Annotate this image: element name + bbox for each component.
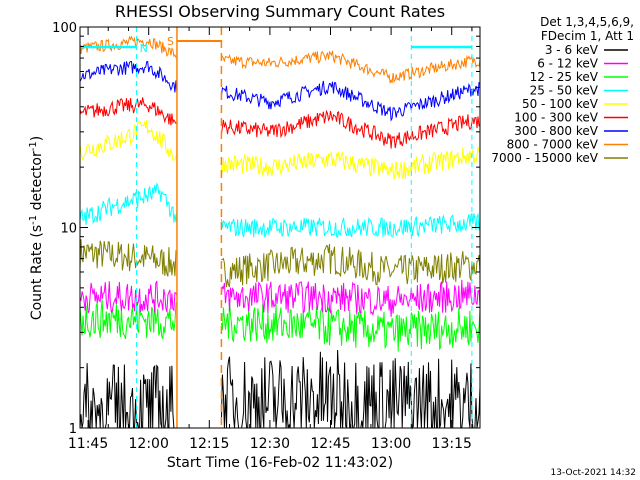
x-tick-label: 12:30 — [250, 436, 290, 452]
series-line-25-50kev — [79, 182, 481, 239]
series-line-6-12kev — [79, 279, 481, 317]
series-300-800kev — [79, 60, 481, 122]
y-tick-label: 10 — [60, 222, 77, 237]
legend-item-label: 100 - 300 keV — [514, 111, 598, 125]
y-tick-label: 1 — [69, 422, 77, 437]
y-axis-label-exponent-2: -1 — [28, 141, 39, 151]
y-axis-label: Count Rate (s-1 detector-1) — [28, 136, 45, 320]
series-12-25kev — [79, 299, 481, 352]
x-tick-label: 13:15 — [432, 436, 472, 452]
data-gap-markers — [176, 27, 223, 428]
footer-date: 13-Oct-2021 14:32 — [551, 468, 636, 478]
series-6-12kev — [79, 279, 481, 317]
series-line-7000-15000kev — [79, 239, 481, 288]
y-axis-label-main: Count Rate (s — [29, 225, 45, 320]
y-tick-label: 100 — [52, 21, 77, 36]
saa-flag-label: S — [167, 35, 174, 48]
series-50-100kev — [79, 120, 481, 180]
series-25-50kev — [79, 182, 481, 239]
legend-item-label: 25 - 50 keV — [530, 84, 599, 98]
series-7000-15000kev — [79, 239, 481, 288]
x-tick-label: 12:15 — [189, 436, 229, 452]
axes: 1 10 100 11:45 12:00 12:15 12:30 12:45 13:00 13:1… — [52, 21, 481, 452]
legend-item-label: 6 - 12 keV — [537, 57, 599, 71]
series-line-100-300kev — [79, 97, 481, 149]
x-axis-label: Start Time (16-Feb-02 11:43:02) — [167, 455, 393, 471]
series-100-300kev — [79, 97, 481, 149]
legend-item-label: 12 - 25 keV — [530, 70, 599, 84]
series-line-800-7000kev — [79, 35, 481, 85]
legend: Det 1,3,4,5,6,9, FDecim 1, Att 1 3 - 6 k… — [491, 15, 634, 165]
legend-item-label: 50 - 100 keV — [522, 97, 599, 111]
y-axis-label-close: ) — [29, 136, 45, 141]
x-tick-label: 12:45 — [310, 436, 350, 452]
legend-header-line-2: FDecim 1, Att 1 — [541, 29, 634, 43]
chart-title: RHESSI Observing Summary Count Rates — [115, 2, 445, 21]
x-tick-label: 11:45 — [68, 436, 108, 452]
series-line-50-100kev — [79, 120, 481, 180]
legend-item-label: 7000 - 15000 keV — [491, 151, 598, 165]
legend-item-label: 800 - 7000 keV — [507, 138, 599, 152]
series-line-12-25kev — [79, 299, 481, 352]
x-tick-label: 13:00 — [371, 436, 411, 452]
legend-header-line-1: Det 1,3,4,5,6,9, — [540, 15, 634, 29]
night-flag-label: N — [140, 42, 148, 55]
plot-area — [79, 27, 481, 430]
series-800-7000kev — [79, 35, 481, 85]
legend-item-label: 300 - 800 keV — [514, 124, 598, 138]
legend-item-label: 3 - 6 keV — [545, 43, 599, 57]
series-line-300-800kev — [79, 60, 481, 122]
y-axis-label-detector: detector — [29, 151, 45, 215]
y-axis-label-exponent: -1 — [28, 215, 39, 225]
x-tick-label: 12:00 — [129, 436, 169, 452]
